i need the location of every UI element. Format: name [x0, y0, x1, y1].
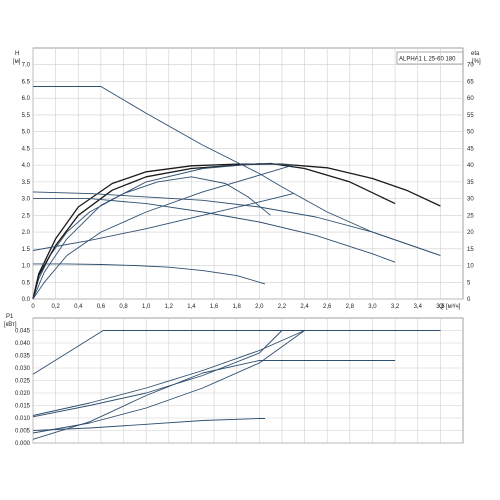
p-tick-label: 0.045 [15, 329, 31, 335]
x-tick-label: 1,4 [187, 304, 196, 310]
y2-tick-label: 15 [467, 247, 474, 253]
power-panel: 0.000 0.005 0.010 0.015 0.020 0.025 0.030 0.035… [4, 314, 464, 447]
power-series-line-3 [32, 330, 441, 418]
y2-tick-label: 10 [467, 264, 474, 270]
p-tick-label: 0.040 [15, 341, 31, 347]
x-tick-label: 0,6 [97, 304, 106, 310]
y-tick-label: 3.0 [22, 197, 31, 203]
x-tick-label: 2,0 [255, 304, 264, 310]
x-tick-label: 0,8 [119, 304, 128, 310]
y2-tick-label: 30 [467, 197, 474, 203]
y-axis-label: H [15, 51, 19, 57]
y2-tick-label: 40 [467, 163, 474, 169]
x-axis-label: Q [439, 304, 444, 310]
y-tick-label: 5.0 [22, 130, 31, 136]
x-tick-label: 1,6 [210, 304, 219, 310]
y2-tick-label: 60 [467, 96, 474, 102]
y-tick-label: 2.0 [22, 230, 31, 236]
y2-axis-unit: [%] [472, 59, 481, 65]
p-tick-label: 0.010 [15, 416, 31, 422]
p-tick-label: 0.020 [15, 391, 31, 397]
x-tick-label: 2,2 [278, 304, 287, 310]
x-tick-label: 3,0 [368, 304, 377, 310]
y-tick-label: 5.5 [22, 113, 31, 119]
x-tick-label: 3,4 [414, 304, 423, 310]
y2-tick-label: 50 [467, 130, 474, 136]
head-series-line-10 [33, 263, 266, 285]
y2-tick-label: 45 [467, 146, 474, 152]
power-series-line-5 [32, 360, 396, 440]
x-tick-label: 1,2 [165, 304, 174, 310]
head-series-line-1 [32, 176, 271, 300]
p-tick-label: 0.025 [15, 379, 31, 385]
y2-tick-label: 0 [467, 297, 471, 303]
head-plot-frame [32, 47, 464, 300]
y2-tick-label: 35 [467, 180, 474, 186]
head-series-line-3 [32, 163, 441, 300]
head-series-line-6 [33, 86, 441, 256]
head-series-line-5 [32, 164, 294, 300]
y-tick-label: 6.0 [22, 96, 31, 102]
y2-tick-label: 70 [467, 63, 474, 69]
y2-tick-label: 65 [467, 79, 474, 85]
p-axis-unit: [кВт] [4, 322, 17, 328]
p-tick-label: 0.000 [15, 441, 31, 447]
y-tick-label: 4.5 [22, 146, 31, 152]
head-series-line-9 [32, 193, 294, 251]
power-series-line-4 [32, 330, 441, 434]
head-series-line-7 [32, 191, 441, 256]
y2-tick-label: 5 [467, 280, 471, 286]
y-tick-label: 1.5 [22, 247, 31, 253]
x-tick-label: 2,4 [300, 304, 309, 310]
head-series-line-2 [32, 162, 396, 300]
title-box: ALPHA1 L 25-60 180 [396, 51, 464, 65]
head-series-line-4 [32, 163, 294, 300]
x-tick-label: 1,0 [142, 304, 151, 310]
x-tick-label: 0,2 [51, 304, 60, 310]
p-tick-label: 0.030 [15, 366, 31, 372]
p-tick-label: 0.015 [15, 404, 31, 410]
y-tick-label: 6.5 [22, 79, 31, 85]
y-tick-label: 2.5 [22, 213, 31, 219]
x-tick-label: 0,4 [74, 304, 83, 310]
y-tick-label: 0.5 [22, 280, 31, 286]
x-tick-label: 1,8 [233, 304, 242, 310]
p-tick-label: 0.035 [15, 354, 31, 360]
y-tick-label: 3.5 [22, 180, 31, 186]
chart-title: ALPHA1 L 25-60 180 [399, 57, 456, 63]
head-series-line-8 [33, 198, 396, 263]
power-series-line-6 [32, 418, 265, 431]
y-tick-label: 4.0 [22, 163, 31, 169]
y-axis-unit: [м] [13, 59, 21, 65]
x-tick-label: 3,6 [436, 304, 445, 310]
y2-tick-label: 20 [467, 230, 474, 236]
y-tick-label: 1.0 [22, 264, 31, 270]
x-tick-label: 2,8 [346, 304, 355, 310]
p-axis-label: P1 [6, 314, 14, 320]
y2-axis-label: eta [471, 51, 480, 57]
x-tick-label: 0 [31, 304, 35, 310]
x-axis-unit: [м³/ч] [446, 304, 461, 310]
y-tick-label: 7.0 [22, 63, 31, 69]
y-tick-label: 0.0 [22, 297, 31, 303]
x-tick-label: 3,2 [391, 304, 400, 310]
p-tick-label: 0.005 [15, 429, 31, 435]
head-panel: 0 0,2 0,4 0,6 0,8 1,0 1,2 1,4 1,6 1,8 2,0 2,2 2,4 2,6… [13, 47, 481, 310]
y2-tick-label: 25 [467, 213, 474, 219]
x-tick-label: 2,6 [323, 304, 332, 310]
y2-tick-label: 55 [467, 113, 474, 119]
